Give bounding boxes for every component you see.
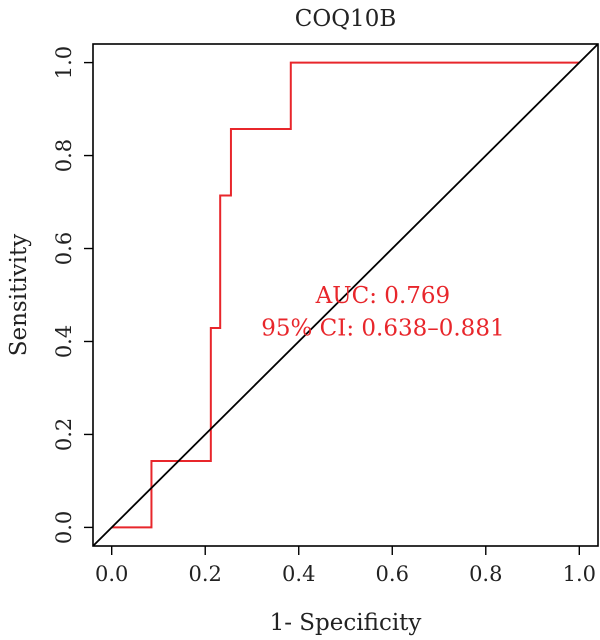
x-tick-label: 0.0 xyxy=(95,562,128,586)
annotation-layer: AUC: 0.769 95% CI: 0.638–0.881 xyxy=(261,283,504,342)
x-axis: 0.0 0.2 0.4 0.6 0.8 1.0 xyxy=(95,546,596,586)
x-tick-label: 0.2 xyxy=(189,562,222,586)
series-layer xyxy=(92,43,599,547)
plot-area xyxy=(92,43,599,547)
y-tick-label: 0.4 xyxy=(52,325,76,358)
auc-annotation: AUC: 0.769 xyxy=(315,283,451,309)
y-tick-label: 0.6 xyxy=(52,232,76,265)
x-tick-label: 0.8 xyxy=(469,562,502,586)
x-tick-label: 1.0 xyxy=(563,562,596,586)
x-tick-label: 0.6 xyxy=(376,562,409,586)
x-axis-title: 1- Specificity xyxy=(270,610,422,636)
y-axis-title: Sensitivity xyxy=(6,234,32,357)
y-tick-label: 0.2 xyxy=(52,418,76,451)
y-axis: 0.0 0.2 0.4 0.6 0.8 1.0 xyxy=(52,46,93,544)
chart-title: COQ10B xyxy=(295,6,396,32)
plot-frame xyxy=(92,43,599,547)
ci-annotation: 95% CI: 0.638–0.881 xyxy=(261,316,504,342)
roc-curve-line xyxy=(111,61,580,529)
x-tick-label: 0.4 xyxy=(282,562,315,586)
y-tick-label: 1.0 xyxy=(52,46,76,79)
y-tick-label: 0.0 xyxy=(52,511,76,544)
diagonal-reference-line xyxy=(92,43,599,547)
y-tick-label: 0.8 xyxy=(52,139,76,172)
